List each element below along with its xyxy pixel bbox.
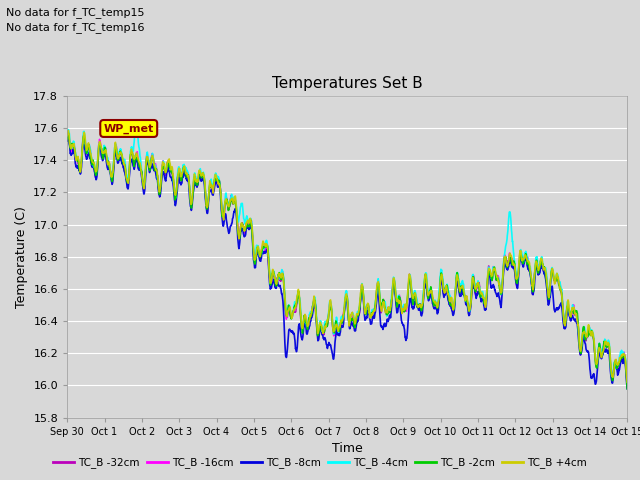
Text: No data for f_TC_temp16: No data for f_TC_temp16 bbox=[6, 22, 145, 33]
X-axis label: Time: Time bbox=[332, 442, 363, 455]
Title: Temperatures Set B: Temperatures Set B bbox=[272, 76, 422, 91]
Text: WP_met: WP_met bbox=[104, 123, 154, 133]
Legend: TC_B -32cm, TC_B -16cm, TC_B -8cm, TC_B -4cm, TC_B -2cm, TC_B +4cm: TC_B -32cm, TC_B -16cm, TC_B -8cm, TC_B … bbox=[49, 453, 591, 472]
Text: No data for f_TC_temp15: No data for f_TC_temp15 bbox=[6, 7, 145, 18]
Y-axis label: Temperature (C): Temperature (C) bbox=[15, 206, 28, 308]
